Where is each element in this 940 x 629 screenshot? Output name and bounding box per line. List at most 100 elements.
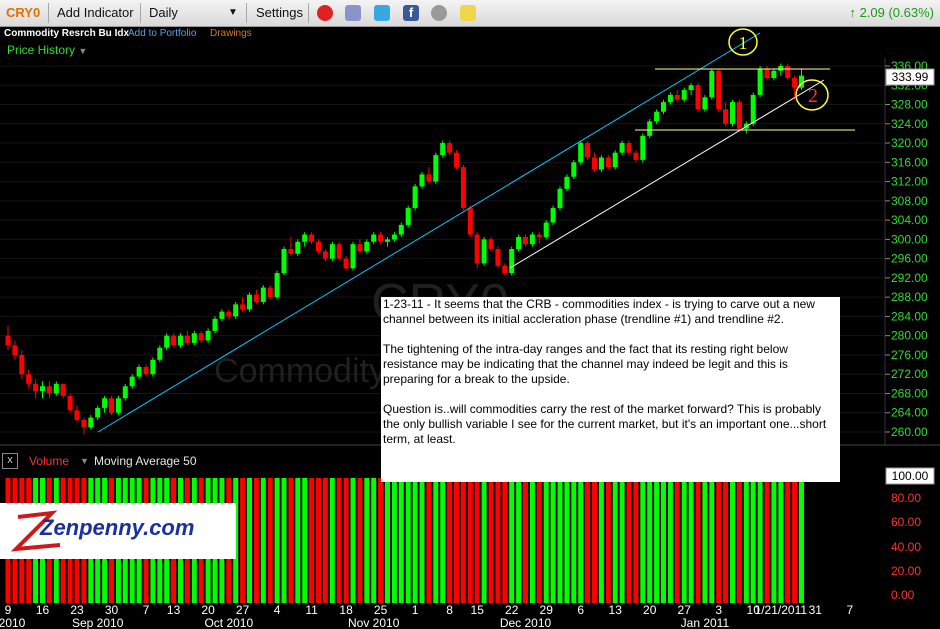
symbol-field[interactable]: CRY0 xyxy=(6,5,41,20)
candle-body xyxy=(88,417,94,428)
volume-bar xyxy=(681,478,687,603)
volume-bar xyxy=(626,478,632,603)
add-to-portfolio-link[interactable]: Add to Portfolio xyxy=(128,28,197,39)
candle-body xyxy=(316,241,321,252)
candle-body xyxy=(364,241,370,252)
lower-trendline xyxy=(509,79,825,269)
y-tick-label: 328.00 xyxy=(891,98,928,112)
candle-body xyxy=(281,249,287,274)
volume-bar xyxy=(350,478,356,603)
candle-body xyxy=(267,287,273,298)
alarm-clock-icon[interactable] xyxy=(317,5,333,21)
volume-bar xyxy=(343,478,349,603)
volume-title[interactable]: Volume xyxy=(29,454,70,468)
settings-button[interactable]: Settings xyxy=(256,5,303,20)
x-tick-label: 18 xyxy=(339,603,353,617)
y-tick-label: 292.00 xyxy=(891,271,928,285)
volume-bar xyxy=(736,478,742,603)
volume-bar xyxy=(633,478,639,603)
y-tick-label: 332.00 xyxy=(891,78,928,92)
candle-body xyxy=(391,234,397,240)
candle-body xyxy=(460,167,466,209)
candle-body xyxy=(757,68,763,95)
candle-body xyxy=(716,70,722,110)
candle-body xyxy=(164,335,170,348)
chevron-down-icon[interactable]: ▼ xyxy=(228,7,238,18)
volume-bar xyxy=(426,478,432,603)
candle-body xyxy=(785,66,791,79)
candle-body xyxy=(102,398,108,408)
x-tick-label: 11 xyxy=(305,603,318,617)
candle-body xyxy=(150,359,156,375)
x-tick-label: 13 xyxy=(167,603,181,617)
volume-bar xyxy=(716,478,722,603)
close-icon[interactable]: x xyxy=(2,453,18,469)
volume-bar xyxy=(385,478,390,603)
volume-bar xyxy=(792,478,798,603)
candle-body xyxy=(743,123,749,129)
volume-bar xyxy=(260,478,266,603)
candle-body xyxy=(516,236,522,249)
x-tick-label: 30 xyxy=(105,603,119,617)
candle-body xyxy=(661,102,666,112)
candle-body xyxy=(688,85,694,91)
x-tick-label: 10 xyxy=(747,603,761,617)
twitter-icon[interactable] xyxy=(374,5,390,21)
x-tick-label: 27 xyxy=(236,603,250,617)
candle-body xyxy=(115,398,121,413)
y-tick-label: 284.00 xyxy=(891,309,928,323)
candle-body xyxy=(302,234,308,242)
drawings-link[interactable]: Drawings xyxy=(210,28,252,39)
volume-bar xyxy=(523,478,528,603)
facebook-icon[interactable]: f xyxy=(403,5,419,21)
volume-bar xyxy=(398,478,404,603)
logo-text: Zenpenny.com xyxy=(40,515,195,540)
y-tick-label: 316.00 xyxy=(891,155,928,169)
volume-bar xyxy=(667,478,673,603)
pages-icon[interactable] xyxy=(345,5,361,21)
candle-body xyxy=(495,249,501,266)
share-icon[interactable] xyxy=(431,5,447,21)
price-history-menu[interactable]: Price History ▼ xyxy=(7,43,87,57)
candle-body xyxy=(750,94,756,124)
note-icon[interactable] xyxy=(460,5,476,21)
y-tick-label: 296.00 xyxy=(891,252,928,266)
volume-bar xyxy=(702,478,708,603)
chevron-down-icon[interactable]: ▼ xyxy=(80,456,89,466)
moving-average-label[interactable]: Moving Average 50 xyxy=(94,454,197,468)
volume-bar xyxy=(364,478,370,603)
candle-body xyxy=(454,152,459,168)
x-tick-label: 4 xyxy=(274,603,281,617)
candle-body xyxy=(171,335,177,346)
candle-body xyxy=(60,383,66,396)
volume-bar xyxy=(585,478,591,603)
x-month-label: Jan 2011 xyxy=(681,616,730,629)
instrument-name: Commodity Resrch Bu Idx xyxy=(4,28,130,39)
volume-bar xyxy=(654,478,660,603)
subheader: Commodity Resrch Bu Idx Add to Portfolio… xyxy=(0,27,940,41)
volume-bar xyxy=(723,478,729,603)
candle-body xyxy=(288,249,294,254)
candle-body xyxy=(357,244,363,252)
divider xyxy=(48,3,49,23)
note-paragraph: The tightening of the intra-day ranges a… xyxy=(383,342,788,386)
commentary-note: 1-23-11 - It seems that the CRB - commod… xyxy=(381,297,840,482)
candle-body xyxy=(426,174,432,182)
x-tick-label: 1/21/2011 xyxy=(755,603,808,617)
volume-bar xyxy=(598,478,604,603)
candle-body xyxy=(654,111,660,122)
candle-body xyxy=(33,383,39,392)
candle-body xyxy=(481,239,487,264)
candle-body xyxy=(95,407,101,418)
candle-body xyxy=(799,75,804,88)
interval-select[interactable]: Daily xyxy=(149,5,178,20)
volume-bar xyxy=(281,478,287,603)
candle-body xyxy=(467,208,473,235)
candle-body xyxy=(529,234,535,245)
volume-bar xyxy=(302,478,308,603)
candle-body xyxy=(343,258,349,269)
add-indicator-button[interactable]: Add Indicator xyxy=(57,5,134,20)
candle-body xyxy=(309,234,315,242)
y-tick-label: 280.00 xyxy=(891,329,928,343)
